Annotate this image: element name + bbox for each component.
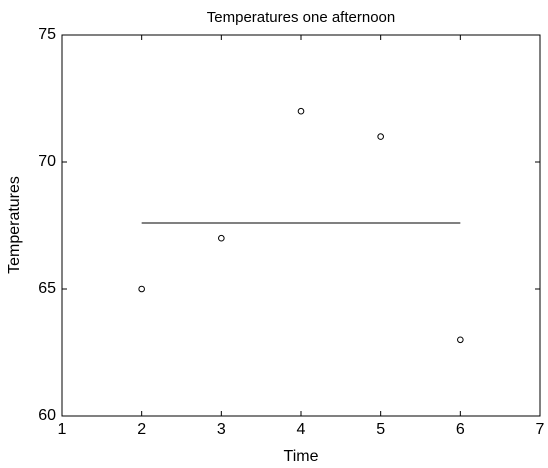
x-tick-label: 5 bbox=[376, 421, 385, 438]
x-tick-label: 2 bbox=[137, 421, 146, 438]
x-tick-label: 6 bbox=[456, 421, 465, 438]
point bbox=[457, 336, 464, 344]
point bbox=[377, 133, 384, 140]
x-axis-label: Time bbox=[284, 448, 319, 465]
x-tick-label: 7 bbox=[536, 421, 545, 438]
y-axis-label: Temperatures bbox=[6, 176, 23, 274]
y-tick-label: 70 bbox=[38, 153, 56, 170]
y-tick-label: 60 bbox=[38, 407, 56, 424]
point bbox=[138, 285, 145, 293]
point bbox=[297, 107, 305, 115]
x-tick-label: 3 bbox=[217, 421, 226, 438]
chart-title: Temperatures one afternoon bbox=[207, 9, 395, 26]
point bbox=[218, 234, 225, 242]
y-tick-label: 65 bbox=[38, 280, 56, 297]
x-tick-label: 1 bbox=[58, 421, 67, 438]
y-tick-label: 75 bbox=[38, 26, 56, 43]
x-tick-label: 4 bbox=[297, 421, 306, 438]
